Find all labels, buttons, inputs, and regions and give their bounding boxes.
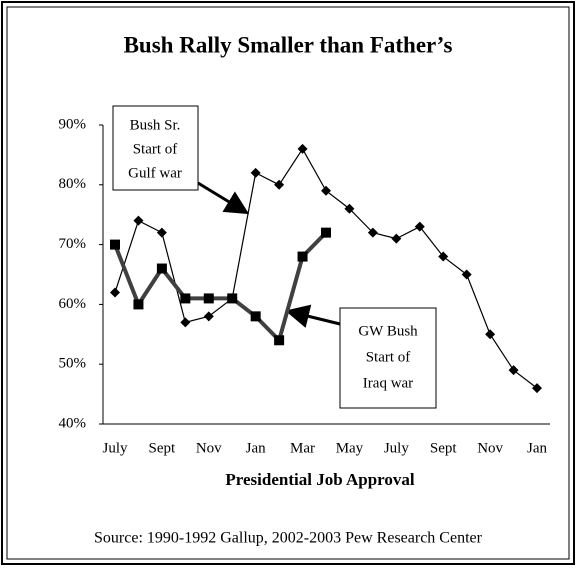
point (297, 143, 308, 154)
point (414, 221, 425, 232)
point (297, 251, 308, 262)
y-tick-label: 40% (59, 415, 87, 431)
annotation-box (339, 307, 437, 409)
x-tick-label: Jan (246, 440, 266, 456)
point (250, 311, 261, 322)
annotation-box (112, 105, 199, 191)
point (156, 263, 167, 274)
point (133, 215, 144, 226)
point (321, 185, 331, 196)
x-tick-label: Sept (430, 440, 458, 456)
y-tick-label: 90% (59, 116, 87, 132)
arrow (197, 181, 250, 215)
x-tick-label: July (384, 440, 410, 456)
point (133, 299, 144, 310)
point (203, 293, 214, 304)
x-tick-label: Nov (196, 440, 222, 456)
plot (110, 143, 542, 394)
annotation: GW Bush (358, 323, 418, 339)
y-tick-label: 60% (59, 296, 87, 312)
point (274, 179, 285, 190)
point (203, 311, 214, 322)
arrow (285, 304, 341, 328)
point (274, 335, 285, 346)
annotation: Bush Sr. (130, 117, 181, 133)
annotation: Start of (133, 141, 178, 157)
point (227, 293, 238, 304)
point (344, 203, 355, 214)
point (156, 227, 167, 238)
point (180, 317, 191, 328)
point (110, 287, 120, 298)
source: Source: 1990-1992 Gallup, 2002-2003 Pew … (94, 530, 483, 547)
point (367, 227, 378, 238)
point (321, 227, 331, 238)
y-tick-label: 80% (59, 176, 87, 192)
point (391, 233, 402, 244)
x-tick-label: Jan (527, 440, 547, 456)
x-tick-label: Sept (149, 440, 177, 456)
annotation: Gulf war (128, 165, 182, 181)
point (532, 383, 542, 394)
y-tick-label: 70% (59, 236, 87, 252)
point (485, 329, 496, 340)
chart-title: Bush Rally Smaller than Father’s (124, 32, 453, 57)
point (438, 251, 449, 262)
point (250, 167, 261, 178)
x-axis-title: Presidential Job Approval (225, 470, 415, 489)
point (461, 269, 472, 280)
annotation: Start of (366, 349, 411, 365)
point (110, 239, 120, 250)
x-tick-label: July (102, 440, 128, 456)
x-tick-label: May (336, 440, 364, 456)
point (508, 365, 519, 376)
annotation: Iraq war (363, 375, 413, 391)
x-tick-label: Mar (290, 440, 315, 456)
series-line (113, 231, 328, 345)
inner-frame (6, 6, 570, 560)
y-tick-label: 50% (59, 356, 87, 372)
point (180, 293, 191, 304)
x-tick-label: Nov (477, 440, 503, 456)
